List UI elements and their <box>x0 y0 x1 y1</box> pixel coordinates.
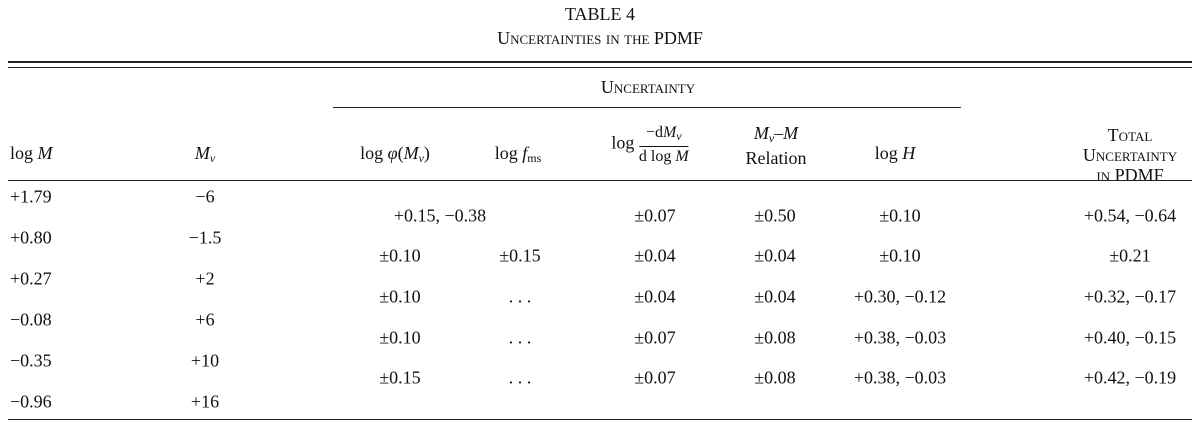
uncertainty-cell: +0.38, −0.03 <box>853 327 947 348</box>
uncertainty-cell: +0.30, −0.12 <box>853 286 947 307</box>
uncertainty-cell: ±0.50 <box>754 205 796 226</box>
uncertainty-cell: +0.42, −0.19 <box>1083 367 1177 388</box>
uncertainty-cell: ±0.04 <box>634 245 676 266</box>
uncertainty-cell: +0.15, −0.38 <box>393 205 487 226</box>
column-header: log H <box>874 143 916 163</box>
log-m-cell: −0.08 <box>10 309 52 330</box>
uncertainty-cell: ±0.10 <box>379 286 421 307</box>
uncertainty-cell: ±0.07 <box>634 205 676 226</box>
uncertainty-cell: +0.40, −0.15 <box>1083 327 1177 348</box>
uncertainty-cell: . . . <box>508 286 532 307</box>
uncertainty-cell: ±0.10 <box>379 327 421 348</box>
mv-cell: −6 <box>195 186 215 207</box>
uncertainty-cell: ±0.08 <box>754 367 796 388</box>
top-rule <box>8 61 1192 63</box>
column-header: log −dMv d log M <box>611 124 689 165</box>
uncertainty-cell: . . . <box>508 367 532 388</box>
uncertainty-cell: . . . <box>508 327 532 348</box>
uncertainty-cell: ±0.04 <box>634 286 676 307</box>
group-rule <box>333 107 961 108</box>
column-header: log φ(Mv) <box>360 143 430 165</box>
uncertainty-cell: ±0.07 <box>634 367 676 388</box>
mv-cell: +6 <box>195 309 215 330</box>
mv-cell: +10 <box>190 350 220 371</box>
group-header: Uncertainty <box>600 77 696 97</box>
table-subtitle: Uncertainties in the PDMF <box>497 28 703 48</box>
uncertainty-cell: ±0.10 <box>879 205 921 226</box>
column-header: Mv–M Relation <box>745 123 807 168</box>
column-header: Total Uncertainty in PDMF <box>1082 125 1178 185</box>
uncertainty-cell: ±0.04 <box>754 245 796 266</box>
top-rule <box>8 67 1192 68</box>
column-header: log M <box>10 143 53 163</box>
log-m-cell: +0.80 <box>10 227 52 248</box>
uncertainty-cell: ±0.15 <box>379 367 421 388</box>
header-rule <box>8 180 1192 181</box>
uncertainty-cell: ±0.21 <box>1109 245 1151 266</box>
log-m-cell: +1.79 <box>10 186 52 207</box>
uncertainty-cell: ±0.08 <box>754 327 796 348</box>
uncertainty-cell: ±0.04 <box>754 286 796 307</box>
uncertainty-cell: ±0.10 <box>379 245 421 266</box>
uncertainty-cell: +0.32, −0.17 <box>1083 286 1177 307</box>
mv-cell: −1.5 <box>188 227 222 248</box>
uncertainty-cell: ±0.10 <box>879 245 921 266</box>
uncertainty-cell: ±0.07 <box>634 327 676 348</box>
uncertainty-cell: ±0.15 <box>499 245 541 266</box>
log-m-cell: −0.96 <box>10 391 52 412</box>
log-m-cell: +0.27 <box>10 268 52 289</box>
mv-cell: +2 <box>195 268 215 289</box>
uncertainty-cell: +0.54, −0.64 <box>1083 205 1177 226</box>
mv-cell: +16 <box>190 391 220 412</box>
table-title: TABLE 4 <box>564 4 636 24</box>
bottom-rule <box>8 419 1192 420</box>
column-header: Mv <box>194 143 216 165</box>
uncertainty-cell: +0.38, −0.03 <box>853 367 947 388</box>
log-m-cell: −0.35 <box>10 350 52 371</box>
column-header: log fms <box>494 143 542 165</box>
